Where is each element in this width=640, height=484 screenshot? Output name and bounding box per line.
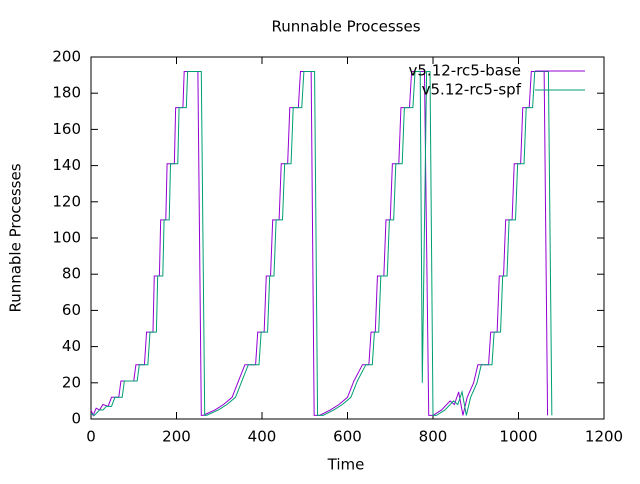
y-tick-label: 120 <box>52 192 81 210</box>
legend-label: v5.12-rc5-base <box>409 62 522 80</box>
series-line <box>90 70 553 416</box>
y-tick-label: 40 <box>62 337 81 355</box>
y-tick-label: 0 <box>71 410 81 428</box>
y-tick-label: 160 <box>52 120 81 138</box>
y-tick-label: 140 <box>52 156 81 174</box>
x-tick-label: 1200 <box>585 428 623 446</box>
x-tick-label: 1000 <box>499 428 537 446</box>
y-tick-label: 20 <box>62 373 81 391</box>
legend-label: v5.12-rc5-spf <box>422 81 522 99</box>
x-tick-label: 0 <box>86 428 96 446</box>
y-tick-label: 200 <box>52 48 81 66</box>
x-tick-label: 400 <box>248 428 277 446</box>
y-tick-label: 60 <box>62 301 81 319</box>
y-tick-label: 180 <box>52 84 81 102</box>
x-axis-label: Time <box>327 456 365 474</box>
y-tick-label: 100 <box>52 229 81 247</box>
x-tick-label: 600 <box>333 428 362 446</box>
x-tick-label: 800 <box>419 428 448 446</box>
y-axis-label: Runnable Processes <box>7 163 25 312</box>
chart-title: Runnable Processes <box>271 18 420 36</box>
x-tick-label: 200 <box>162 428 191 446</box>
series-line <box>90 70 549 417</box>
y-tick-label: 80 <box>62 265 81 283</box>
